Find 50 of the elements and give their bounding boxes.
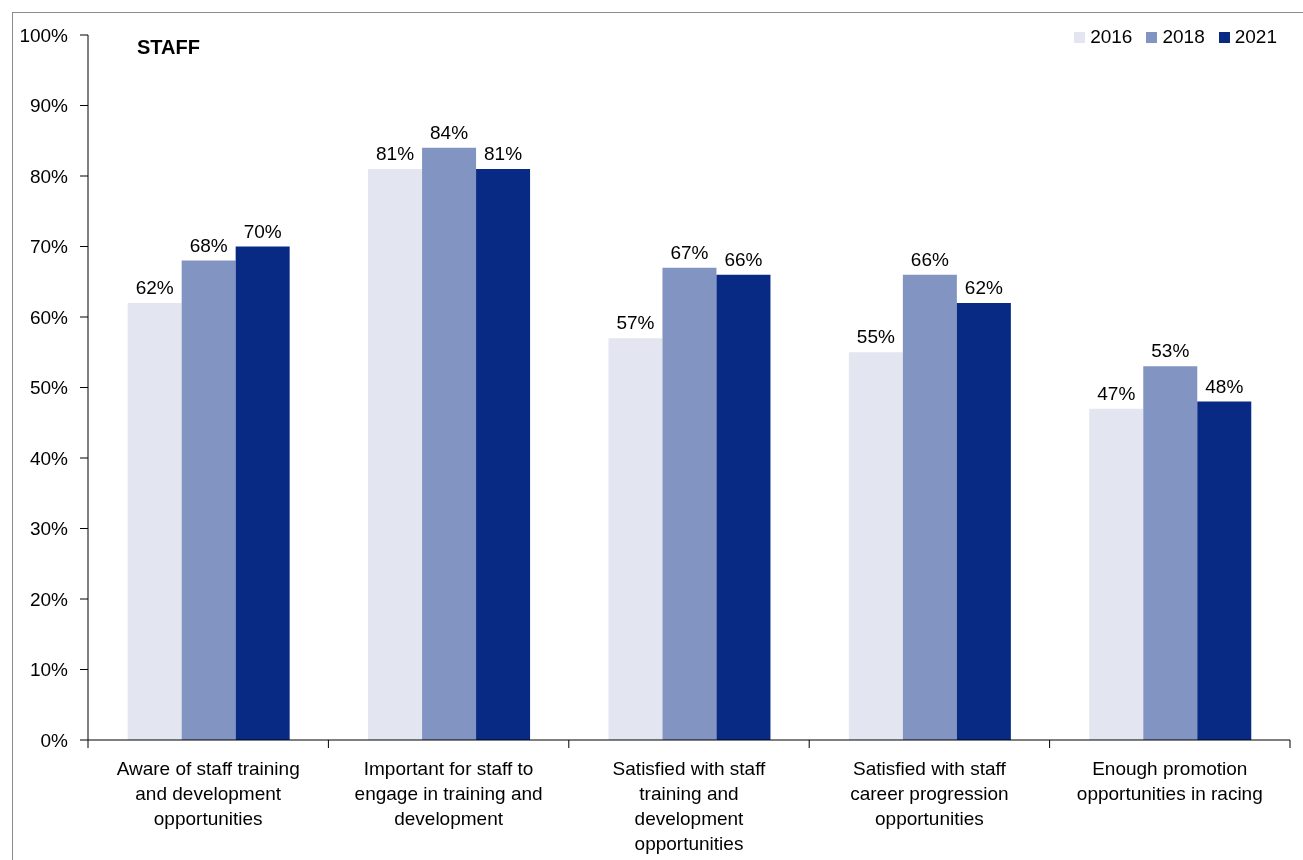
x-tick-label: Aware of staff training and development opportunities [116, 758, 300, 829]
x-tick-label: Satisfied with staff career progression opportunities [850, 758, 1009, 829]
x-tick-label: Satisfied with staff training and development opportunities [612, 758, 767, 854]
y-tick-label: 50% [29, 377, 69, 399]
bar [1197, 401, 1252, 740]
y-tick-label: 20% [29, 588, 69, 610]
bar [127, 302, 182, 740]
bar [181, 260, 236, 740]
chart-title: STAFF [137, 36, 200, 59]
y-tick-label: 80% [29, 165, 69, 187]
legend-label: 2021 [1234, 26, 1277, 48]
data-label: 67% [670, 241, 709, 263]
y-tick-label: 10% [29, 659, 69, 681]
data-label: 84% [430, 121, 469, 143]
legend-label: 2018 [1162, 26, 1205, 48]
data-label: 66% [724, 248, 763, 270]
y-tick-label: 0% [40, 729, 69, 751]
bar [662, 267, 717, 740]
x-tick-label: Important for staff to engage in training and development [354, 758, 543, 829]
legend-label: 2016 [1090, 26, 1133, 48]
bar [902, 274, 957, 740]
bar [848, 352, 903, 740]
data-label: 55% [856, 326, 895, 348]
data-label: 62% [135, 276, 174, 298]
data-label: 68% [189, 234, 228, 256]
y-tick-label: 30% [29, 518, 69, 540]
bar [1143, 366, 1198, 740]
y-tick-label: 60% [29, 306, 69, 328]
bar [608, 338, 663, 740]
bar [235, 246, 290, 740]
data-label: 62% [964, 276, 1003, 298]
data-label: 81% [376, 142, 415, 164]
bar [422, 147, 477, 740]
data-label: 81% [484, 142, 523, 164]
bar [368, 168, 423, 740]
data-label: 66% [910, 248, 949, 270]
y-tick-label: 40% [29, 447, 69, 469]
data-label: 53% [1151, 340, 1190, 362]
data-label: 57% [616, 312, 655, 334]
y-tick-label: 90% [29, 95, 69, 117]
data-label: 70% [243, 220, 282, 242]
data-label: 47% [1097, 382, 1136, 404]
bar [716, 274, 771, 740]
bar [476, 168, 531, 740]
x-tick-label: Enough promotion opportunities in racing [1076, 758, 1263, 804]
y-tick-label: 100% [19, 24, 69, 46]
bar [1089, 408, 1144, 740]
y-tick-label: 70% [29, 236, 69, 258]
data-label: 48% [1205, 375, 1244, 397]
bar [956, 302, 1011, 740]
